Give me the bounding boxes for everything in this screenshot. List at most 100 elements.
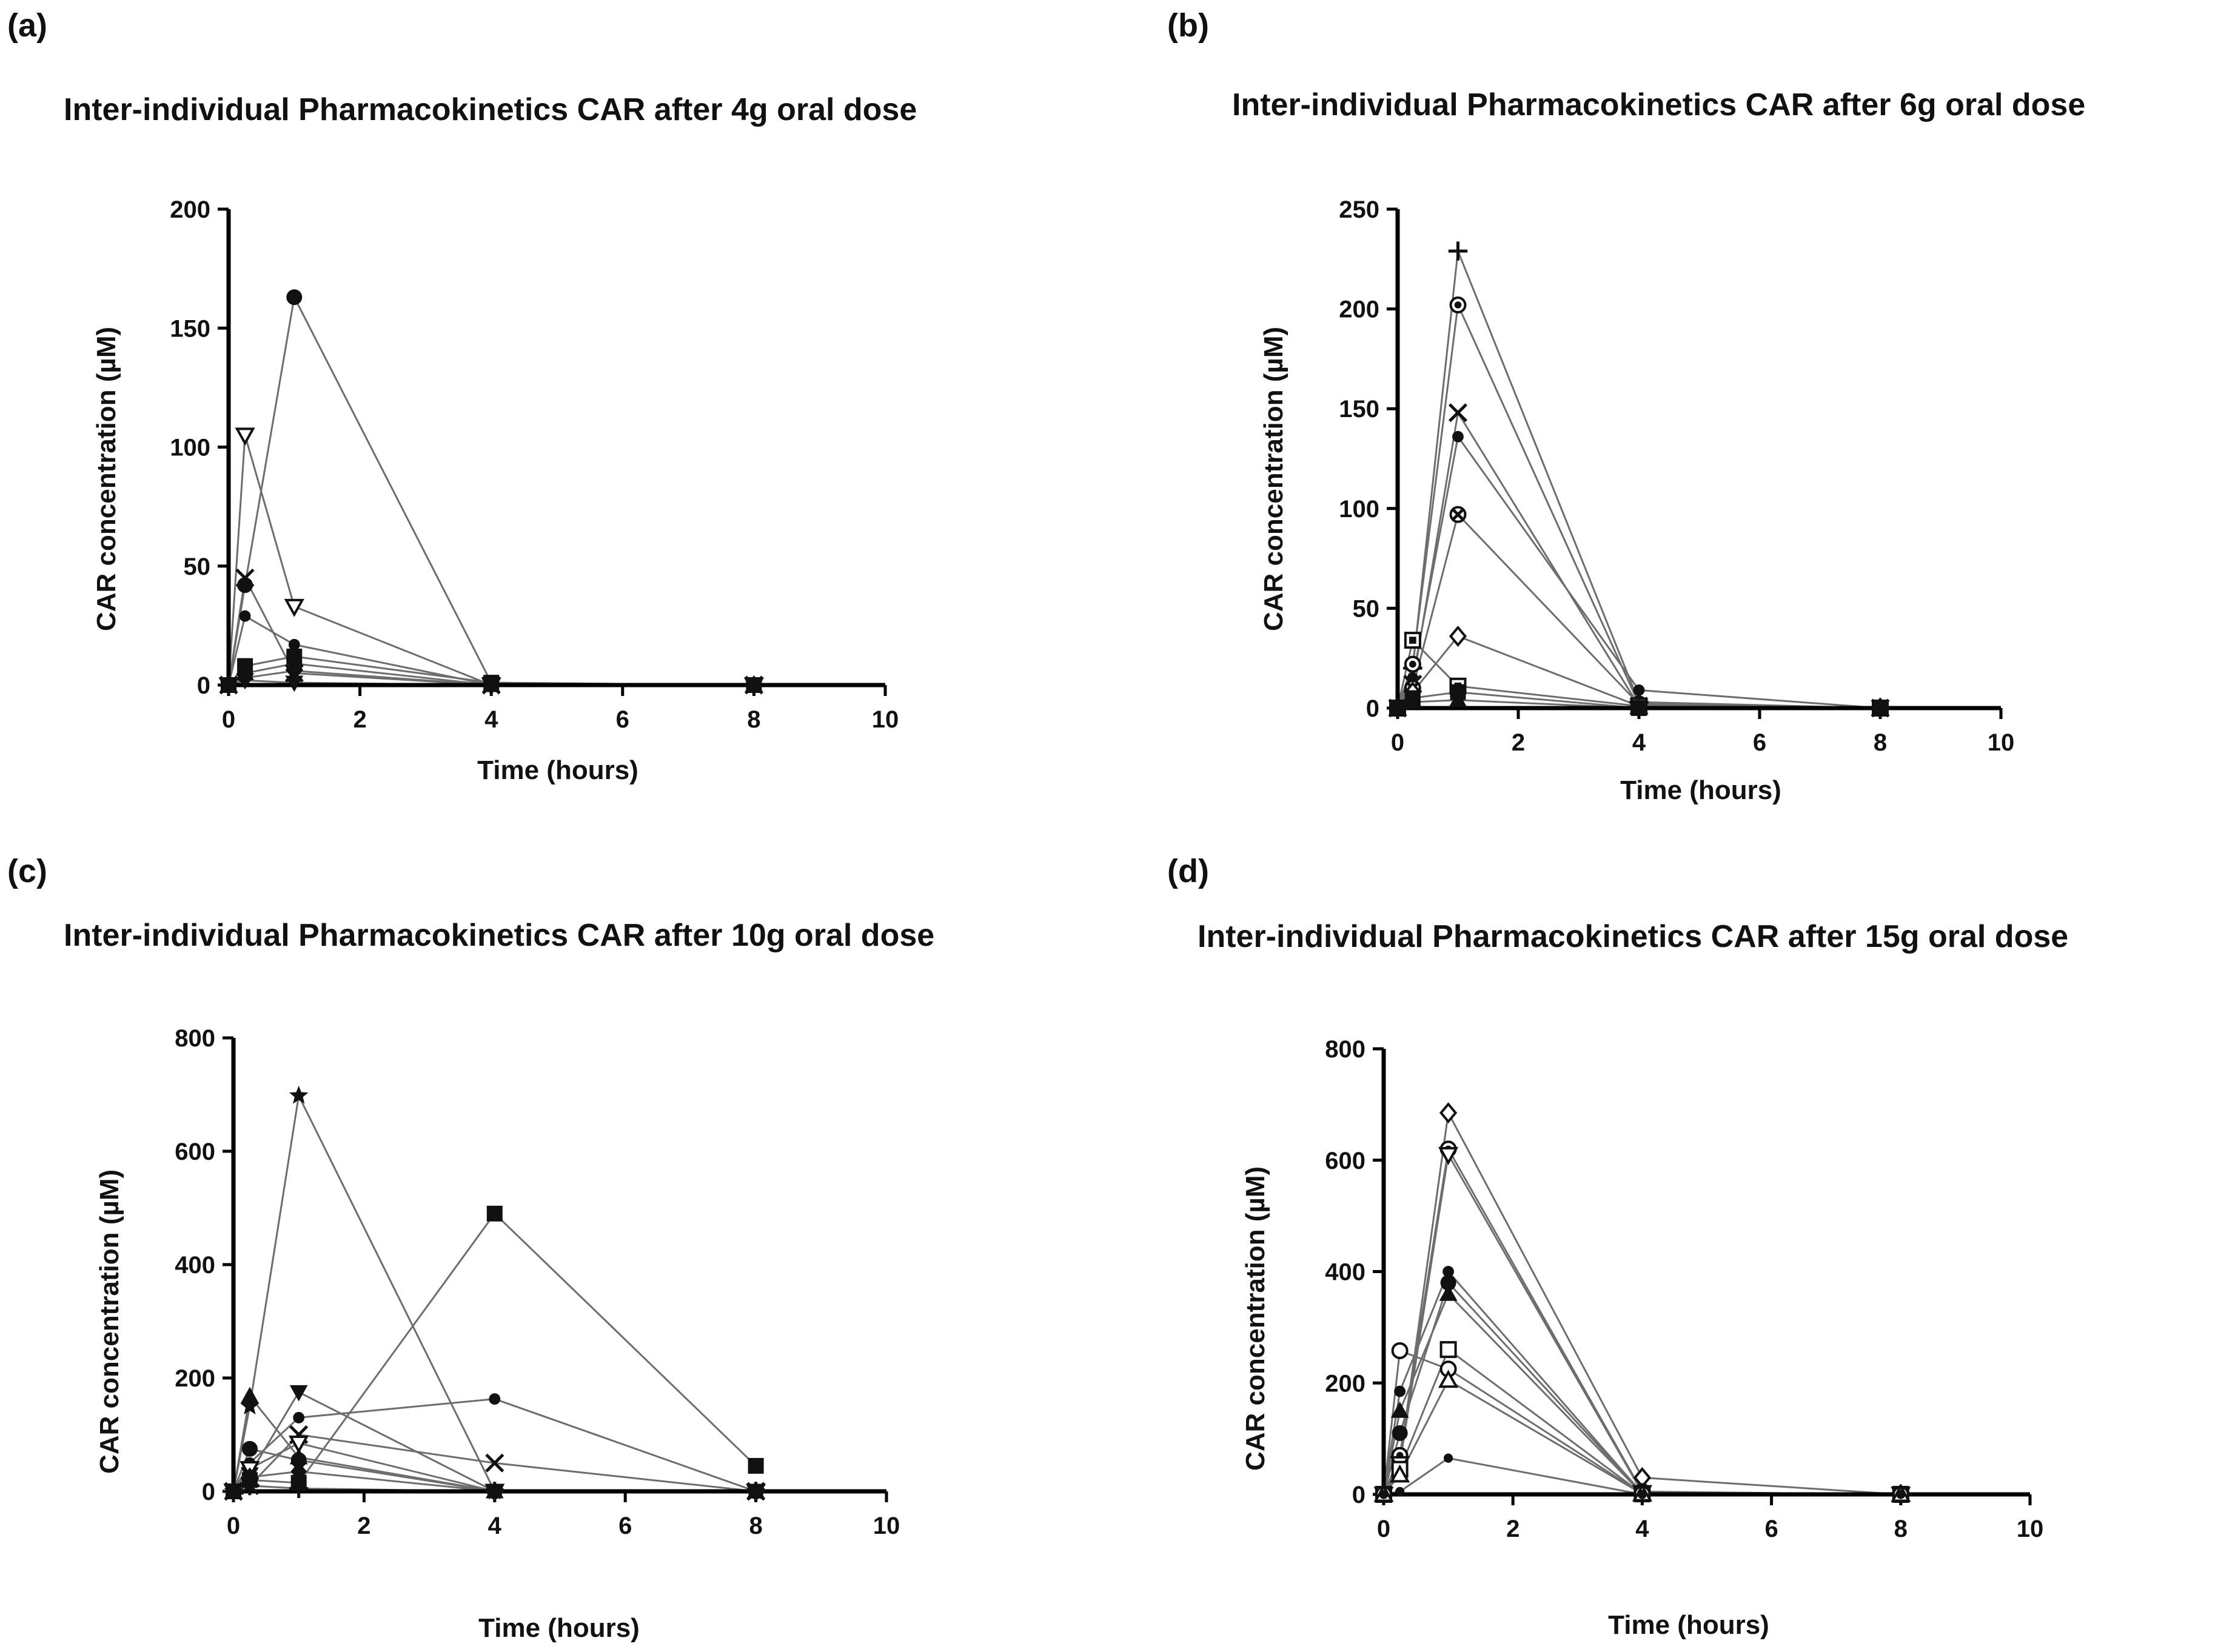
x-tick-label: 2 (1512, 729, 1525, 756)
data-point (1449, 296, 1467, 314)
series-markers-s10 (224, 1476, 766, 1501)
x-tick-label: 8 (1874, 729, 1887, 756)
series-markers-s1 (1388, 241, 1890, 718)
data-point (1871, 698, 1889, 715)
data-point (1452, 430, 1464, 443)
panel-label: (d) (1167, 853, 1209, 889)
data-point (288, 638, 300, 650)
data-point (1395, 1486, 1405, 1497)
series-line-s2 (233, 1212, 757, 1493)
series-line-s3 (227, 575, 754, 686)
data-point (1392, 1425, 1408, 1441)
series-markers-s2 (1389, 296, 1889, 717)
y-tick-label: 400 (175, 1252, 215, 1279)
data-point (1390, 1464, 1410, 1483)
data-point (1448, 241, 1468, 261)
y-tick-label: 800 (1325, 1036, 1365, 1063)
series-line-s6 (232, 1391, 756, 1493)
y-tick-label: 600 (1325, 1148, 1365, 1174)
y-tick-label: 100 (170, 435, 210, 461)
x-tick-label: 2 (357, 1513, 370, 1539)
series-line-s5 (1396, 512, 1881, 709)
chart-panel-b: (b) Inter-individual Pharmacokinetics CA… (1167, 7, 2085, 805)
data-point (219, 678, 238, 695)
data-point (486, 1205, 503, 1222)
series-line-s3 (232, 1398, 757, 1493)
series-line-s1 (227, 294, 754, 686)
series-markers-s3 (1373, 1147, 1911, 1505)
x-tick-label: 10 (1988, 729, 2015, 756)
x-axis-title: Time (hours) (478, 1613, 640, 1643)
x-tick-label: 0 (1391, 729, 1404, 756)
x-axis-title: Time (hours) (1608, 1610, 1769, 1640)
x-tick-label: 4 (1635, 1516, 1649, 1542)
y-axis-title: CAR concentration (µM) (92, 327, 121, 631)
data-point (1630, 698, 1648, 715)
data-point (482, 678, 501, 695)
data-point (284, 598, 304, 617)
series-line-s1 (1396, 250, 1881, 709)
data-point (241, 1440, 258, 1457)
data-point (289, 1085, 309, 1104)
series-line-s4 (1396, 434, 1881, 709)
data-point (1403, 692, 1422, 709)
x-tick-label: 4 (488, 1513, 502, 1539)
data-point (236, 673, 254, 690)
data-point (1449, 691, 1467, 707)
series-markers-s10 (1379, 1453, 1906, 1499)
y-tick-label: 50 (1353, 595, 1380, 622)
y-tick-label: 600 (175, 1139, 215, 1165)
x-tick-label: 10 (2017, 1516, 2044, 1542)
x-tick-label: 4 (1632, 729, 1646, 756)
chart-title: Inter-individual Pharmacokinetics CAR af… (1232, 87, 2085, 122)
x-tick-label: 6 (1753, 729, 1766, 756)
y-tick-label: 250 (1339, 196, 1379, 223)
data-point (1391, 1342, 1409, 1359)
data-point (1404, 632, 1421, 649)
y-tick-label: 0 (1352, 1482, 1365, 1508)
panel-label: (c) (7, 853, 47, 889)
data-point (1439, 1341, 1457, 1359)
data-point (1633, 684, 1645, 696)
data-point (745, 678, 763, 695)
series-line-s2 (1396, 301, 1881, 709)
data-point (1448, 403, 1468, 423)
series-markers-s8 (219, 673, 763, 695)
y-tick-label: 150 (1339, 396, 1379, 423)
series-lines (1396, 250, 1881, 709)
data-point (1394, 1385, 1406, 1397)
series-markers-s9 (1389, 691, 1889, 715)
x-tick-label: 6 (1764, 1516, 1778, 1542)
data-point (1439, 1284, 1458, 1301)
data-point (1390, 1401, 1409, 1418)
series-line-s4 (232, 1394, 756, 1493)
x-tick-label: 10 (873, 1513, 900, 1539)
x-tick-label: 8 (1894, 1516, 1908, 1542)
x-tick-label: 2 (1506, 1516, 1519, 1542)
data-point (485, 1482, 504, 1501)
axes: 0 2 4 6 8 10 0 200 400 600 800 (1325, 1036, 2043, 1542)
series-line-s2 (1382, 1146, 1901, 1496)
chart-panel-c: (c) Inter-individual Pharmacokinetics CA… (7, 853, 934, 1643)
y-axis-title: CAR concentration (µM) (95, 1169, 124, 1474)
data-point (293, 1412, 305, 1423)
panel-label: (b) (1167, 7, 1209, 44)
x-tick-label: 10 (872, 706, 899, 733)
panel-label: (a) (7, 7, 47, 44)
data-point (235, 427, 255, 446)
data-point (1389, 698, 1407, 715)
x-tick-label: 6 (618, 1513, 632, 1539)
y-tick-label: 100 (1339, 496, 1379, 523)
x-tick-label: 2 (353, 706, 366, 733)
data-point (1438, 1369, 1459, 1388)
y-tick-label: 800 (175, 1025, 215, 1052)
y-tick-label: 200 (175, 1365, 215, 1392)
y-tick-label: 50 (184, 553, 211, 580)
data-point (235, 568, 255, 587)
series-markers-s2 (1375, 1140, 1909, 1503)
data-point (1438, 1147, 1459, 1165)
data-point (240, 1396, 260, 1415)
y-tick-label: 0 (1366, 695, 1379, 722)
series-line-s3 (1396, 410, 1881, 709)
